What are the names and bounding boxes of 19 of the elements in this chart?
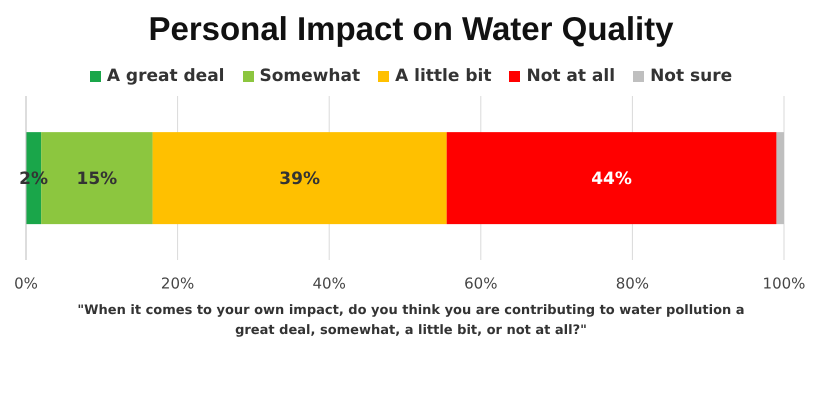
legend-label: A great deal — [106, 66, 224, 86]
x-tick-label: 20% — [160, 274, 194, 293]
legend-label: Somewhat — [258, 66, 360, 86]
legend-label: Not at all — [525, 66, 616, 86]
x-tick-label: 80% — [616, 274, 650, 293]
data-label: 15% — [76, 169, 118, 190]
bar — [152, 132, 447, 224]
x-tick-label: 0% — [14, 274, 38, 293]
bar — [776, 132, 784, 224]
bar — [446, 132, 776, 224]
text: "When it comes to your own impact, do you think you are contributing to water pollution a great deal, somewhat, a little bit, or not at all?" — [76, 302, 746, 340]
data-label: 39% — [279, 169, 320, 190]
data-label: 44% — [591, 169, 632, 190]
x-tick-label: 40% — [312, 274, 346, 293]
legend-label: A little bit — [394, 66, 492, 86]
x-tick-label: 60% — [464, 274, 498, 293]
x-tick-label: 100% — [762, 274, 806, 293]
legend-label: Not sure — [649, 66, 732, 86]
chart-title: Personal Impact on Water Quality — [147, 10, 675, 48]
